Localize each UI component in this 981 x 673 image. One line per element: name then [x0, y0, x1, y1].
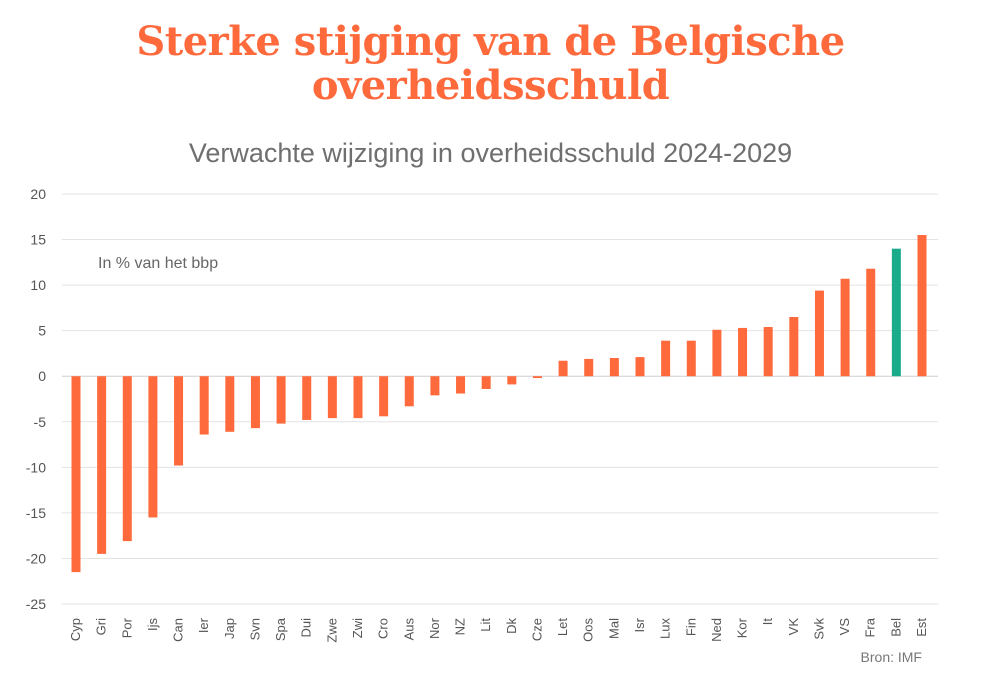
bar-isr — [635, 357, 645, 377]
bar-vs — [840, 278, 850, 377]
x-category-label: VS — [837, 618, 852, 636]
bar-zwe — [327, 376, 337, 419]
bar-lux — [661, 340, 671, 377]
x-category-label: Aus — [401, 618, 416, 641]
bar-ijs — [148, 376, 158, 518]
y-tick-label: -5 — [34, 414, 47, 430]
bar-lit — [481, 376, 491, 389]
bar-vk — [789, 317, 799, 377]
x-category-label: Svk — [811, 618, 826, 640]
y-tick-label: 15 — [30, 232, 46, 248]
x-category-label: Dui — [299, 618, 314, 638]
x-category-label: Lit — [478, 618, 493, 632]
bar-cro — [379, 376, 389, 417]
x-category-label: Gri — [94, 618, 109, 635]
x-category-label: Ijs — [145, 618, 160, 632]
bar-ned — [712, 329, 722, 377]
bar-oos — [584, 358, 594, 377]
y-tick-label: -20 — [26, 550, 46, 566]
bar-cze — [532, 376, 542, 379]
x-category-label: Let — [555, 618, 570, 636]
x-category-label: Ned — [709, 618, 724, 642]
source-note: Bron: IMF — [860, 649, 922, 665]
y-tick-label: -10 — [26, 459, 46, 475]
x-category-label: Oos — [581, 618, 596, 642]
y-tick-label: -25 — [26, 596, 46, 612]
bar-fra — [866, 268, 876, 377]
bar-cyp — [71, 376, 81, 573]
bar-it — [763, 327, 773, 377]
x-category-label: Bel — [888, 618, 903, 637]
x-category-label: Jap — [222, 618, 237, 639]
bar-ier — [199, 376, 209, 435]
bar-nor — [430, 376, 440, 396]
bar-can — [174, 376, 184, 466]
x-category-label: Dk — [504, 618, 519, 634]
bar-mal — [609, 358, 619, 377]
bar-zwi — [353, 376, 363, 419]
x-category-label: It — [760, 618, 775, 626]
x-category-label: Est — [914, 618, 929, 637]
x-category-label: Cyp — [68, 618, 83, 641]
x-category-label: Zwe — [324, 618, 339, 643]
x-category-label: Spa — [273, 617, 288, 641]
chart-title: Sterke stijging van de Belgische overhei… — [136, 18, 845, 109]
bar-jap — [225, 376, 235, 432]
x-category-label: Fra — [863, 617, 878, 637]
x-category-label: Svn — [247, 618, 262, 640]
x-category-label: Isr — [632, 617, 647, 632]
y-tick-label: -15 — [26, 505, 46, 521]
x-category-label: Mal — [606, 618, 621, 639]
bar-aus — [404, 376, 414, 407]
bar-dui — [302, 376, 312, 420]
x-category-label: Can — [171, 618, 186, 642]
bar-est — [917, 235, 927, 377]
y-tick-label: 0 — [38, 368, 46, 384]
x-category-label: Kor — [735, 617, 750, 638]
x-category-label: Nor — [427, 617, 442, 639]
chart-subtitle: Verwachte wijziging in overheidsschuld 2… — [188, 138, 793, 168]
bar-let — [558, 360, 568, 377]
x-category-label: Por — [119, 617, 134, 638]
bar-svn — [250, 376, 260, 429]
bar-bel — [891, 248, 901, 377]
y-tick-label: 5 — [38, 323, 46, 339]
unit-note: In % van het bbp — [98, 255, 219, 272]
bar-svk — [814, 290, 824, 377]
y-tick-label: 10 — [30, 277, 46, 293]
x-category-label: Cro — [376, 618, 391, 639]
bar-kor — [738, 327, 748, 377]
x-category-label: Ier — [196, 617, 211, 633]
x-category-label: Lux — [658, 618, 673, 639]
x-category-label: Zwi — [350, 618, 365, 638]
bar-gri — [97, 376, 107, 554]
bar-spa — [276, 376, 286, 424]
bar-nz — [456, 376, 466, 394]
x-category-label: Fin — [683, 618, 698, 636]
bar-por — [122, 376, 132, 542]
x-category-label: NZ — [453, 618, 468, 635]
x-category-label: VK — [786, 618, 801, 636]
x-category-label: Cze — [529, 618, 544, 641]
bar-dk — [507, 376, 517, 385]
y-tick-label: 20 — [30, 186, 46, 202]
bar-fin — [686, 340, 696, 377]
